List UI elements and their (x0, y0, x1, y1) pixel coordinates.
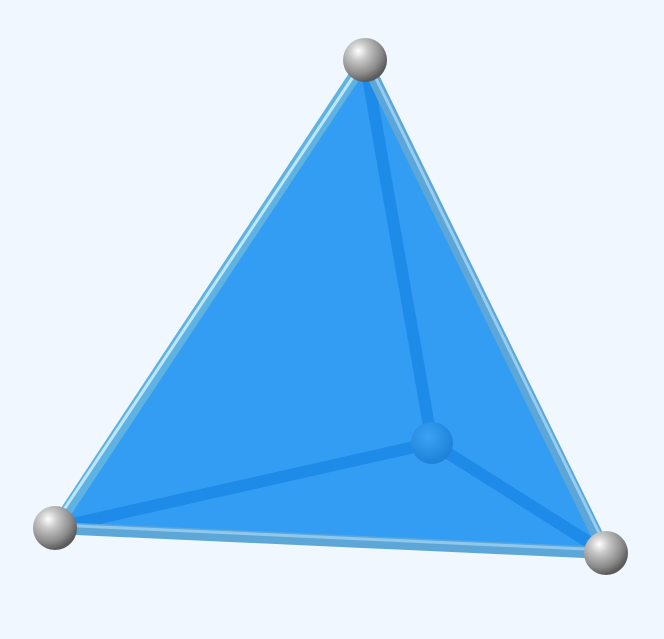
hidden-edge-left (49, 437, 438, 534)
edge-right-highlight (364, 56, 610, 553)
vertex-right (584, 531, 628, 575)
hidden-edge-top (359, 54, 438, 449)
vertices (33, 38, 628, 575)
vertex-top (343, 38, 387, 82)
hidden-edges (49, 54, 612, 559)
edge-bottom-highlight (54, 523, 608, 552)
vertex-left (33, 506, 77, 550)
hidden-edge-right (426, 437, 612, 559)
edge-right (359, 54, 612, 559)
edge-bottom (49, 522, 612, 559)
hidden-vertex (411, 422, 453, 464)
front-edges (49, 54, 612, 559)
tetrahedron-face (55, 60, 606, 553)
edge-left-highlight (51, 60, 365, 528)
